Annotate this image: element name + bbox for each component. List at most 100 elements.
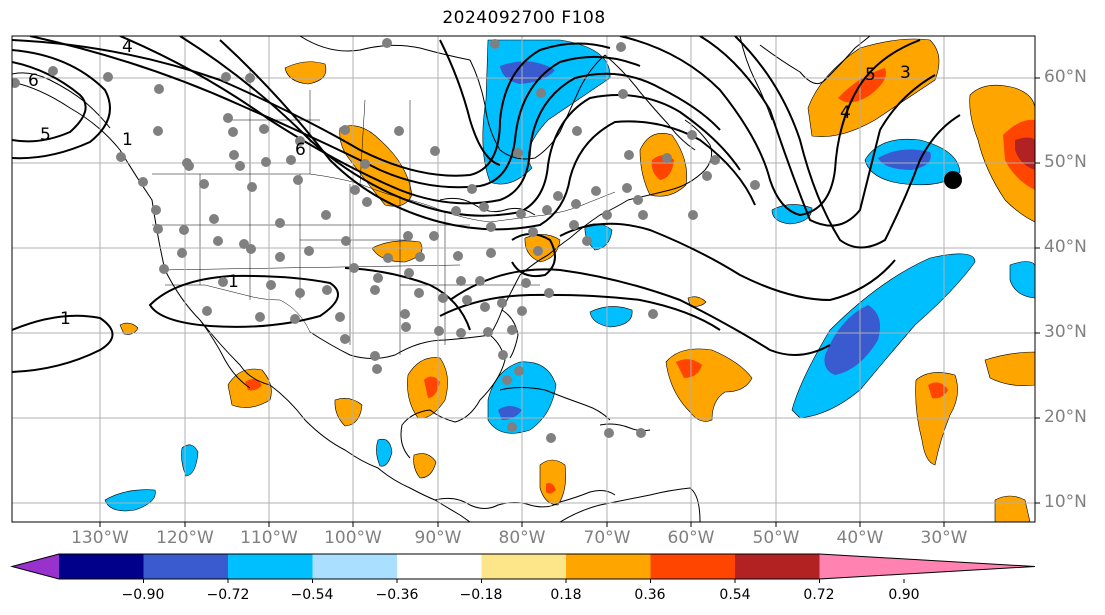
storm-center-marker (944, 171, 962, 189)
lon-label: 120°W (156, 528, 214, 548)
lon-label: 30°W (920, 528, 968, 548)
lon-label: 110°W (240, 528, 298, 548)
colorbar (10, 553, 1036, 583)
pos-region-carib-south-core (546, 482, 556, 494)
baja-peninsula (199, 319, 251, 389)
colorbar-outline (10, 553, 1036, 580)
contour-west-low-1 (12, 61, 87, 143)
lat-label: 10°N (1044, 492, 1087, 512)
colorbar-tick-label: 0.90 (888, 587, 920, 603)
neg-region-small-3 (104, 489, 156, 512)
colorbar-segment (819, 554, 1035, 579)
labrador (604, 54, 696, 151)
neg-region-small-5 (1009, 261, 1035, 299)
pos-region-atl-south (915, 372, 958, 466)
pos-region-east-atlantic (969, 84, 1035, 223)
colorbar-tick-label: −0.72 (206, 587, 250, 603)
contour-label: 1 (228, 272, 239, 292)
map-title: 2024092700 F108 (442, 8, 606, 28)
lon-label: 50°W (752, 528, 800, 548)
colorbar-segment (735, 554, 820, 579)
lon-label: 60°W (667, 528, 715, 548)
contour-label: 6 (28, 71, 39, 91)
contour-southwest-1 (148, 274, 339, 328)
contour-label: 1 (60, 309, 71, 329)
colorbar-tick-label: −0.54 (290, 587, 334, 603)
colorbar-segment (481, 554, 567, 579)
lon-label: 70°W (583, 528, 631, 548)
colorbar-tick-label: 0.72 (803, 587, 835, 603)
colorbar-tick-label: 0.36 (634, 587, 666, 603)
alaska (12, 72, 111, 129)
pos-region-greenland-core (838, 68, 886, 103)
contour-atlantic-2 (449, 268, 831, 356)
neg-region-small-2 (589, 306, 633, 328)
pos-region-small-4 (413, 453, 437, 479)
contour-label: 6 (295, 140, 306, 160)
colorbar-segment (566, 554, 651, 579)
canada-maritimes (627, 119, 713, 201)
map-frame (11, 35, 1036, 523)
state-lines-1 (199, 174, 446, 355)
lat-label: 30°N (1044, 322, 1087, 342)
hudson-bay (469, 54, 606, 160)
station-markers (12, 38, 760, 443)
florida (489, 309, 519, 359)
contour-jet-4 (179, 36, 741, 217)
axis-ticks (99, 77, 1040, 527)
contour-label: 5 (40, 125, 51, 145)
south-america-north (559, 487, 701, 522)
neg-region-small-7 (376, 438, 393, 467)
contour-ridge-1 (619, 36, 921, 217)
colorbar-segment (312, 554, 398, 579)
pos-region-east-atlantic-dark (1015, 137, 1035, 170)
contour-ridge-2 (699, 36, 936, 227)
pos-region-plains (339, 125, 413, 207)
pos-region-carib-south (539, 459, 566, 506)
greenland (759, 36, 871, 85)
pos-region-atl-south-core (928, 382, 948, 399)
pos-region-atl-mid-core (676, 359, 702, 378)
lon-label: 100°W (324, 528, 382, 548)
lat-label: 20°N (1044, 407, 1087, 427)
pos-region-far-south-east (994, 495, 1031, 522)
contour-label: 1 (122, 130, 133, 150)
colorbar-segment (12, 554, 59, 579)
gulf-of-mexico-coast (309, 331, 506, 459)
colorbar-segment (397, 554, 482, 579)
pos-region-gulf-west-core (424, 376, 440, 398)
contour-west-low-2 (12, 49, 111, 160)
lon-label: 40°W (836, 528, 884, 548)
colorbar-tick-label: −0.36 (375, 587, 419, 603)
colorbar-segment (143, 554, 229, 579)
contour-southwest-2 (12, 314, 114, 373)
neg-region-mid-atlantic-core (824, 305, 881, 375)
central-america (434, 490, 616, 509)
colorbar-tick-label: −0.18 (459, 587, 503, 603)
contour-label-group: 4 5 6 1 1 6 5 3 4 1 (28, 37, 911, 329)
colorbar-tick-label: −0.90 (121, 587, 165, 603)
lon-label: 80°W (498, 528, 546, 548)
neg-region-caribbean-core (498, 406, 522, 420)
contour-atlantic-1 (559, 222, 896, 302)
colorbar-segment (228, 554, 313, 579)
lon-label: 130°W (71, 528, 129, 548)
colorbar-tick-label: 0.18 (550, 587, 582, 603)
north-america-west-coast (12, 81, 471, 522)
contour-label: 5 (865, 65, 876, 85)
greenland-west (739, 36, 773, 121)
contour-jet-3 (119, 36, 721, 205)
pos-region-small-3 (334, 398, 363, 427)
contour-trough-1 (439, 39, 501, 166)
contour-label: 3 (900, 63, 911, 83)
pos-region-small-5 (119, 322, 139, 335)
state-lines-2 (152, 224, 540, 286)
coastlines (12, 36, 871, 522)
lat-label: 40°N (1044, 237, 1087, 257)
contour-subtropic (439, 293, 721, 331)
colorbar-segment (650, 554, 736, 579)
contour-label: 4 (122, 37, 133, 57)
contour-jet-1 (12, 39, 611, 177)
lat-label: 50°N (1044, 152, 1087, 172)
